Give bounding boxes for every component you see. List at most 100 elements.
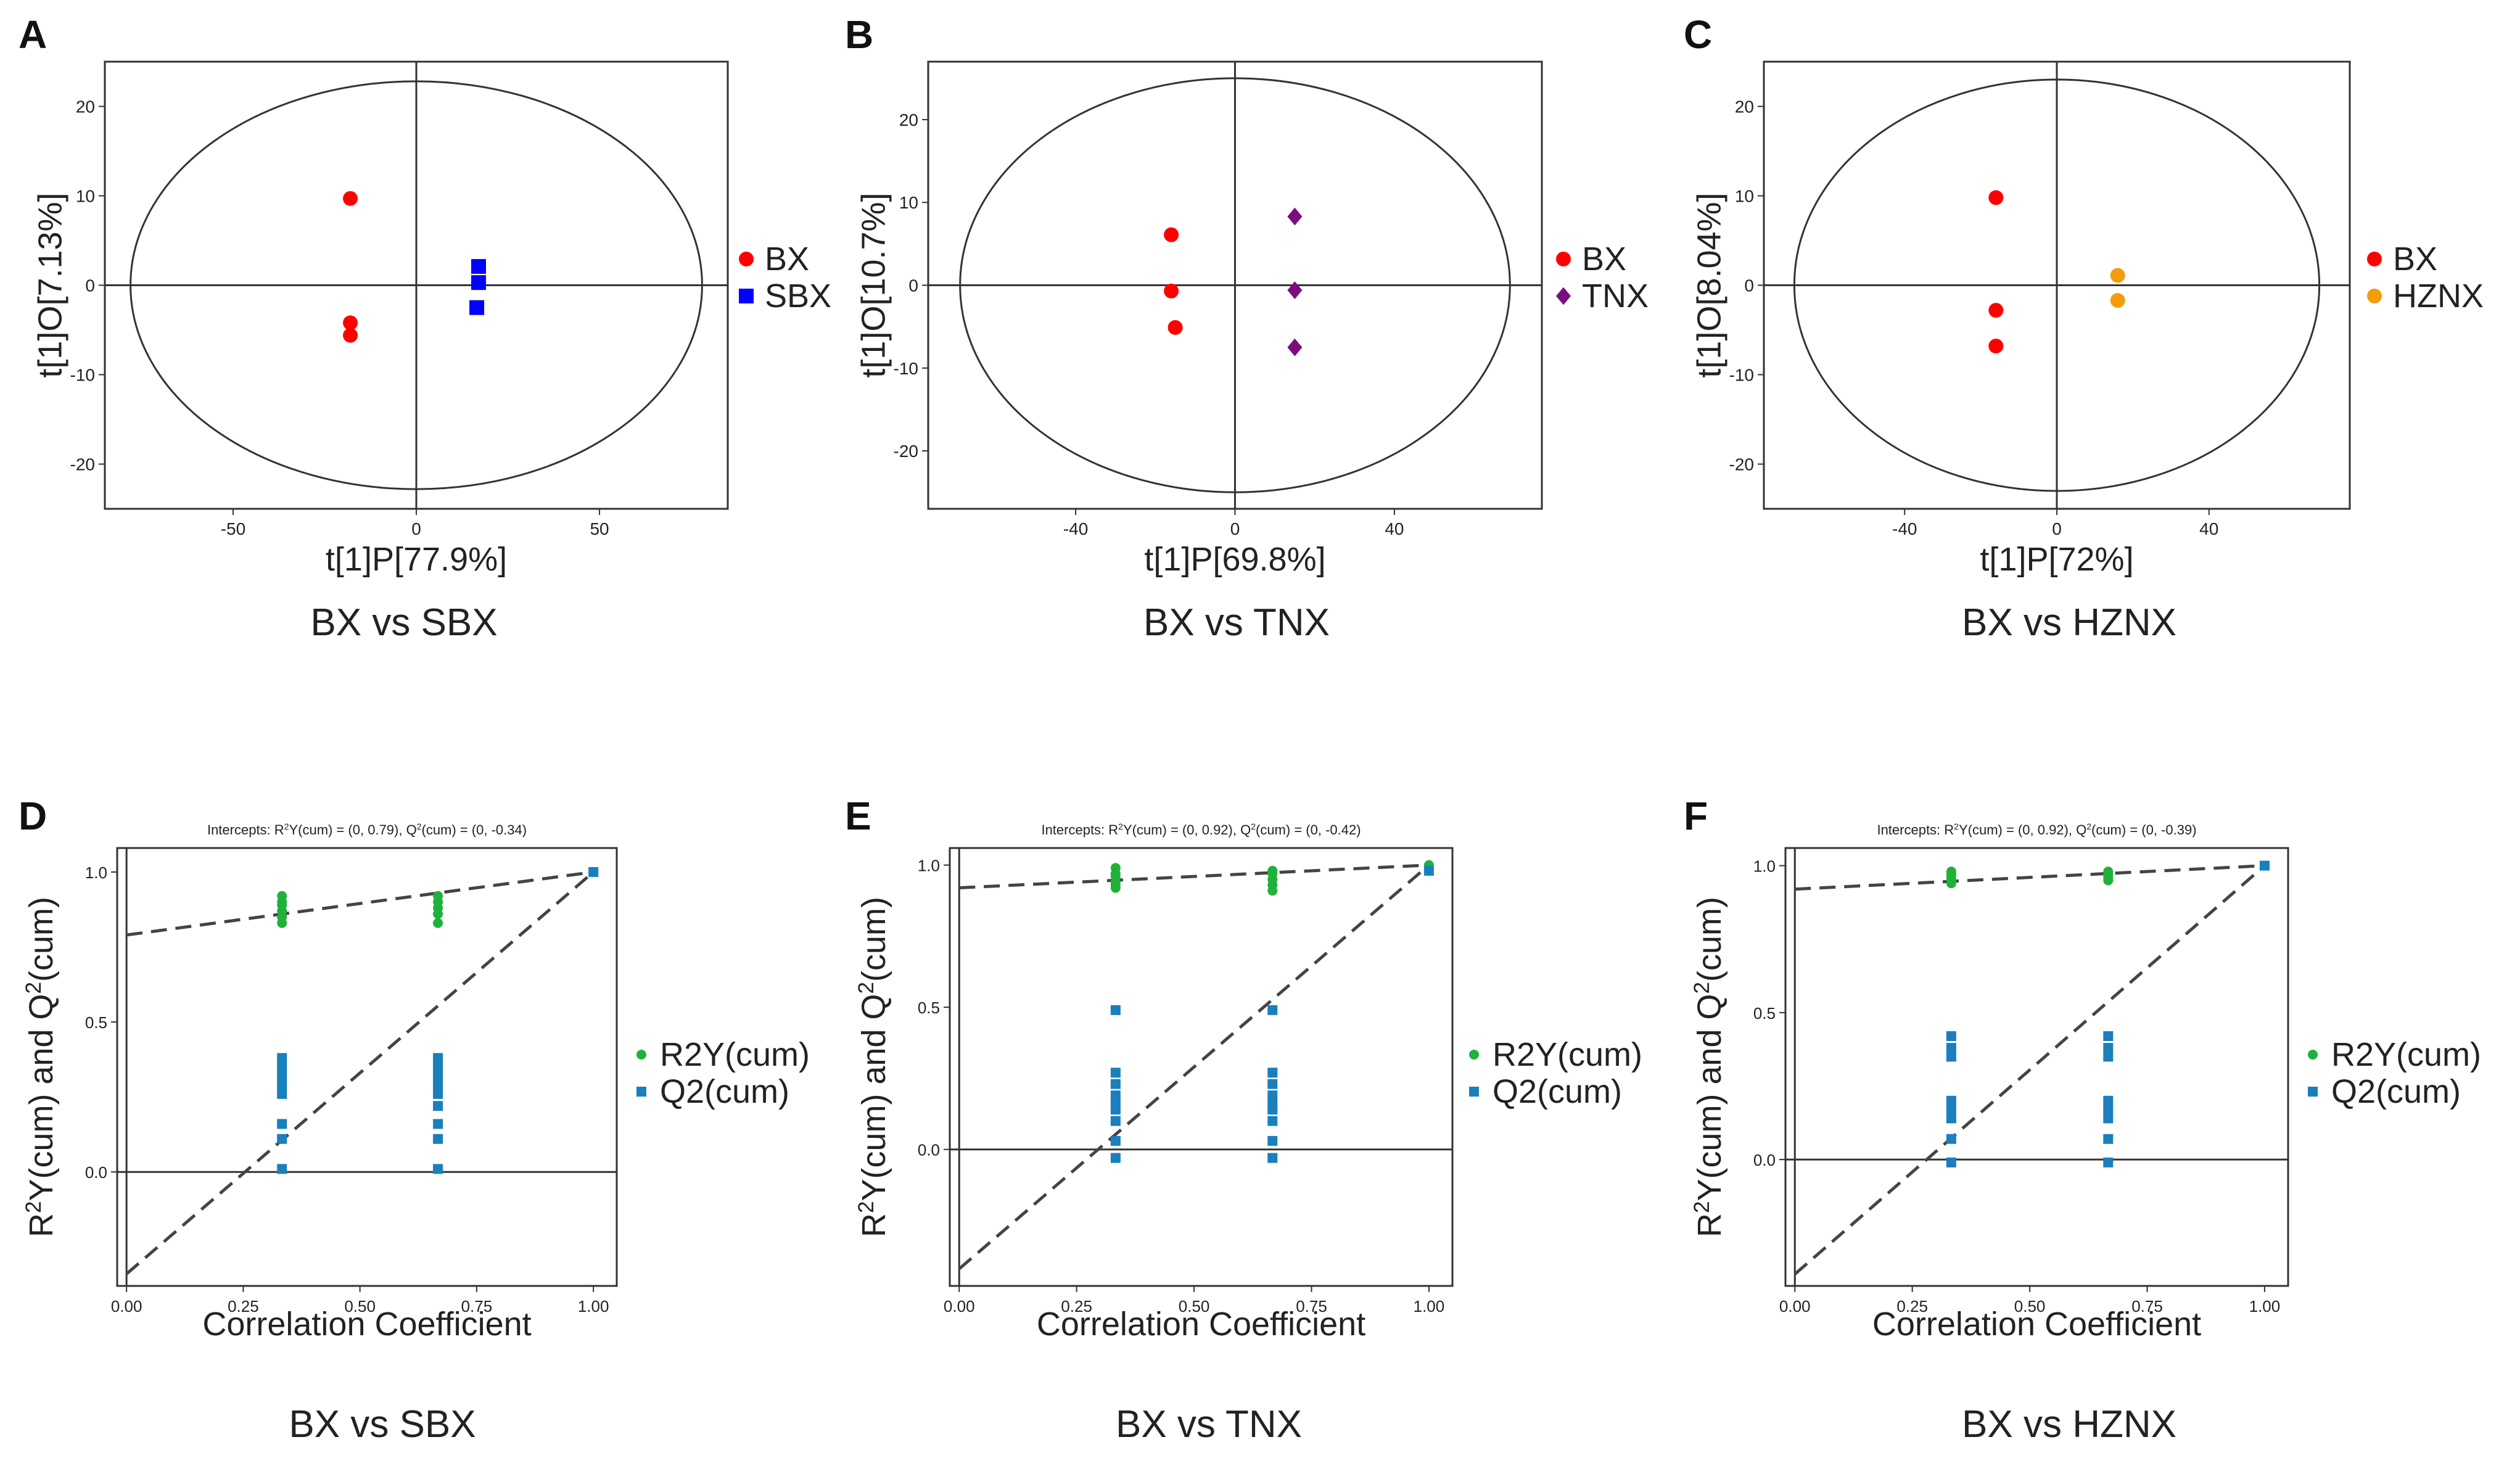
data-point bbox=[277, 1080, 287, 1090]
y-tick-label: 20 bbox=[1735, 97, 1754, 117]
y-tick-label: 10 bbox=[899, 193, 918, 212]
x-axis-title: Correlation Coefficient bbox=[1872, 1306, 2201, 1343]
legend-marker bbox=[2308, 1087, 2318, 1097]
data-point bbox=[1267, 1079, 1278, 1089]
series-q2-cum- bbox=[277, 867, 599, 1174]
legend-label: HZNX bbox=[2393, 278, 2484, 315]
data-point bbox=[2103, 1134, 2114, 1144]
legend-label: Q2(cum) bbox=[660, 1073, 789, 1110]
x-tick-label: 0.25 bbox=[1896, 1297, 1928, 1316]
series-bx bbox=[1164, 227, 1183, 335]
legend-label: BX bbox=[2393, 241, 2437, 278]
y-axis-title: R2Y(cum) and Q2(cum) bbox=[22, 897, 60, 1237]
x-tick-label: -50 bbox=[221, 519, 245, 538]
data-point bbox=[1988, 190, 2004, 205]
r2y-regression-line bbox=[1795, 864, 2265, 891]
data-point bbox=[1110, 1079, 1121, 1089]
data-point bbox=[2110, 268, 2125, 283]
legend-marker bbox=[1469, 1087, 1479, 1097]
data-point bbox=[277, 1062, 287, 1072]
data-point bbox=[1110, 883, 1121, 893]
data-point bbox=[471, 259, 486, 274]
q2-regression-line bbox=[958, 863, 1430, 1270]
data-point bbox=[2103, 1095, 2114, 1106]
series-bx bbox=[343, 191, 358, 343]
legend-label: R2Y(cum) bbox=[660, 1036, 810, 1073]
data-point bbox=[1267, 1135, 1278, 1146]
plot-frame bbox=[1784, 847, 2289, 1287]
data-point bbox=[433, 1071, 443, 1081]
legend-marker bbox=[2367, 252, 2382, 266]
data-point bbox=[2259, 860, 2270, 871]
confidence-ellipse bbox=[130, 80, 703, 490]
panel-subtitle: BX vs TNX bbox=[1143, 601, 1330, 644]
data-point bbox=[1988, 339, 2004, 354]
y-tick-label: -20 bbox=[1729, 455, 1754, 474]
x-tick-label: -40 bbox=[1063, 519, 1088, 538]
data-point bbox=[1110, 1005, 1121, 1015]
legend-marker bbox=[636, 1087, 646, 1097]
y-tick-label: 0.0 bbox=[1753, 1151, 1776, 1169]
data-point bbox=[1164, 227, 1179, 242]
x-tick-label: 0.25 bbox=[228, 1297, 259, 1316]
data-point bbox=[469, 300, 485, 315]
legend-label: BX bbox=[765, 241, 809, 278]
y-tick-label: 0.5 bbox=[85, 1013, 107, 1032]
data-point bbox=[277, 918, 287, 928]
x-tick-label: 0 bbox=[2052, 519, 2062, 538]
panel-letter: A bbox=[19, 12, 47, 57]
y-axis-title: R2Y(cum) and Q2(cum) bbox=[1690, 897, 1729, 1237]
legend-label: R2Y(cum) bbox=[1493, 1036, 1642, 1073]
data-point bbox=[1946, 1052, 1956, 1062]
x-tick-label: 0.75 bbox=[1296, 1297, 1327, 1316]
x-tick-label: 0 bbox=[411, 519, 421, 538]
data-point bbox=[433, 1089, 443, 1099]
q2-regression-line bbox=[1793, 864, 2266, 1275]
data-point bbox=[1988, 303, 2004, 318]
y-tick-label: 20 bbox=[76, 97, 95, 117]
data-point bbox=[1287, 338, 1303, 356]
data-point bbox=[277, 1119, 287, 1129]
series-tnx bbox=[1287, 207, 1303, 356]
data-point bbox=[1110, 1105, 1121, 1115]
y-tick-label: 0 bbox=[1744, 276, 1754, 295]
series-r2y-cum- bbox=[277, 867, 599, 928]
panel-c: C -40 0 40 -20 -10 0 10 20 t[1]P[72%] t[1]O[8.04%]… bbox=[1684, 12, 2484, 644]
data-point bbox=[1946, 1095, 1956, 1106]
data-point bbox=[1267, 1153, 1278, 1163]
data-point bbox=[1110, 1068, 1121, 1078]
series-sbx bbox=[469, 259, 486, 315]
data-point bbox=[1287, 281, 1303, 299]
y-axis-title: t[1]O[8.04%] bbox=[1690, 192, 1727, 377]
x-tick-label: 0.75 bbox=[2131, 1297, 2163, 1316]
panel-subtitle: BX vs TNX bbox=[1116, 1403, 1302, 1446]
plot-frame bbox=[116, 847, 618, 1287]
y-tick-label: 1.0 bbox=[85, 863, 107, 882]
legend-marker bbox=[1556, 287, 1571, 305]
series-r2y-cum- bbox=[1946, 860, 2270, 889]
data-point bbox=[1946, 1043, 1956, 1053]
legend-marker bbox=[2367, 289, 2382, 303]
x-tick-label: 0.50 bbox=[344, 1297, 376, 1316]
data-point bbox=[343, 327, 358, 343]
data-point bbox=[1267, 886, 1278, 896]
x-tick-label: 0.00 bbox=[1779, 1297, 1811, 1316]
y-tick-label: 10 bbox=[1735, 187, 1754, 206]
series-q2-cum- bbox=[1946, 860, 2270, 1167]
x-tick-label: 50 bbox=[590, 519, 609, 538]
data-point bbox=[433, 918, 443, 928]
y-axis-title: R2Y(cum) and Q2(cum) bbox=[854, 897, 893, 1237]
x-axis-title: Correlation Coefficient bbox=[202, 1306, 531, 1343]
data-point bbox=[1946, 1113, 1956, 1124]
x-tick-label: 0 bbox=[1230, 519, 1240, 538]
chart-title: Intercepts: R2Y(cum) = (0, 0.92), Q2(cum… bbox=[1877, 822, 2196, 838]
x-axis-title: t[1]P[72%] bbox=[1980, 541, 2133, 578]
data-point bbox=[1110, 1116, 1121, 1126]
x-tick-label: 0.50 bbox=[2014, 1297, 2046, 1316]
data-point bbox=[1946, 878, 1956, 889]
plot-frame bbox=[949, 847, 1454, 1287]
y-tick-label: 0.0 bbox=[85, 1163, 107, 1182]
x-axis-title: t[1]P[69.8%] bbox=[1144, 541, 1325, 578]
